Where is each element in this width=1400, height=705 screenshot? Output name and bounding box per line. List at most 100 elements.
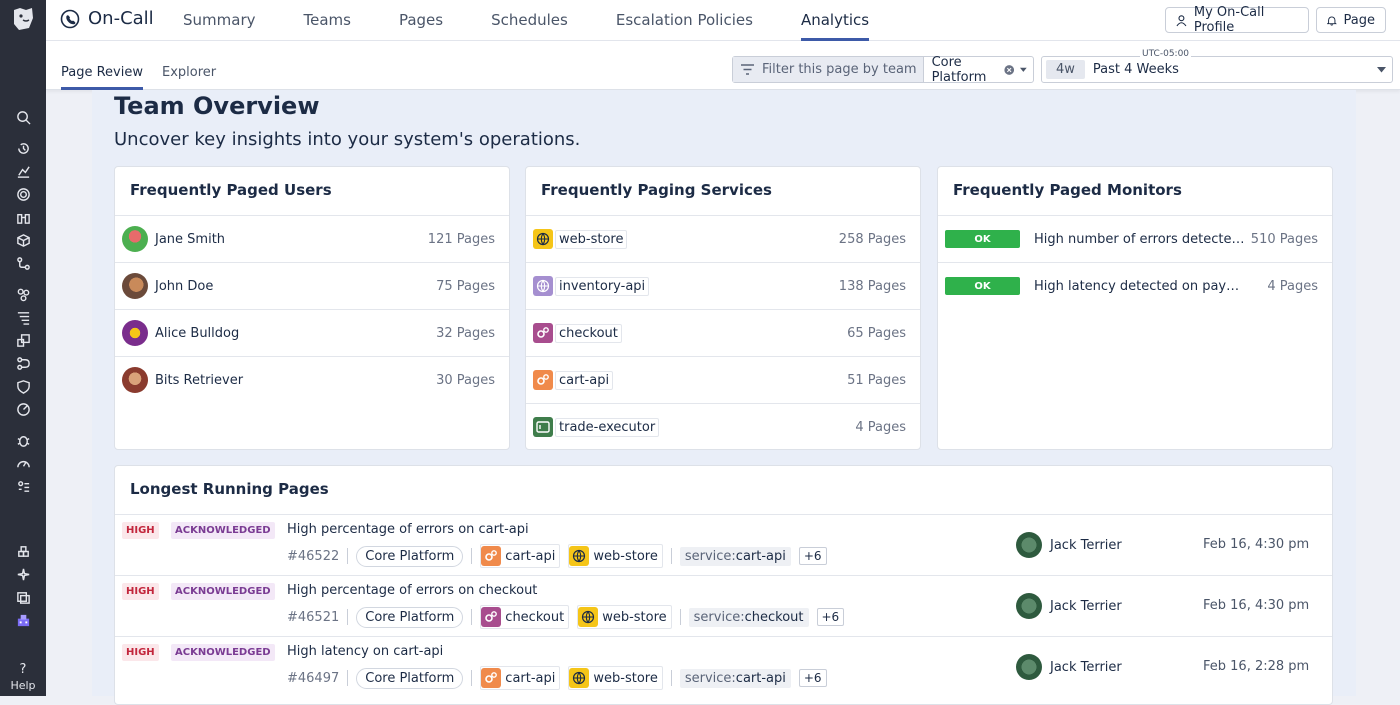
service-name[interactable]: web-store xyxy=(555,229,628,249)
gears-icon xyxy=(481,607,502,627)
service-name: checkout xyxy=(505,609,565,625)
assignee[interactable]: Jack Terrier xyxy=(1016,654,1122,680)
sparkle-icon[interactable] xyxy=(10,564,36,584)
assignee[interactable]: Jack Terrier xyxy=(1016,532,1122,558)
service-tag-chip[interactable]: service:cart-api xyxy=(679,546,791,566)
subtab-explorer[interactable]: Explorer xyxy=(162,65,217,80)
more-tags-button[interactable]: +6 xyxy=(816,608,845,626)
digital-experience-icon[interactable] xyxy=(10,330,36,350)
list-item[interactable]: Bits Retriever 30 Pages xyxy=(115,356,509,403)
filter-value[interactable]: Core Platform xyxy=(924,54,1033,85)
monitor-name[interactable]: High latency detected on payments... xyxy=(1034,278,1246,294)
service-tag[interactable]: cart-api xyxy=(480,544,561,568)
help-button[interactable]: ? Help xyxy=(0,662,46,692)
page-title-link[interactable]: High latency on cart-api xyxy=(287,644,444,659)
bug-icon[interactable] xyxy=(10,430,36,450)
list-item[interactable]: cart-api 51 Pages xyxy=(526,356,920,403)
card-title: Frequently Paged Monitors xyxy=(953,181,1182,199)
service-tag[interactable]: checkout xyxy=(480,605,570,629)
notebooks-icon[interactable] xyxy=(10,587,36,607)
chevron-down-icon[interactable] xyxy=(1020,67,1027,73)
time-range-picker[interactable]: 4w Past 4 Weeks xyxy=(1041,56,1393,83)
security-icon[interactable] xyxy=(10,376,36,396)
user-name: Alice Bulldog xyxy=(155,325,240,341)
table-row[interactable]: HIGH ACKNOWLEDGED High percentage of err… xyxy=(115,514,1332,575)
monitors-icon[interactable] xyxy=(10,184,36,204)
service-tag-chip[interactable]: service:checkout xyxy=(688,607,809,627)
status-badge: OK xyxy=(945,277,1020,295)
clear-icon[interactable] xyxy=(1004,63,1014,77)
tab-escalation-policies[interactable]: Escalation Policies xyxy=(615,11,753,29)
tab-schedules[interactable]: Schedules xyxy=(491,11,568,29)
longest-running-pages-card: Longest Running Pages HIGH ACKNOWLEDGED … xyxy=(114,465,1333,705)
assignee[interactable]: Jack Terrier xyxy=(1016,593,1122,619)
list-item[interactable]: OK High latency detected on payments... … xyxy=(938,262,1332,309)
list-item[interactable]: Alice Bulldog 32 Pages xyxy=(115,309,509,356)
list-item[interactable]: Jane Smith 121 Pages xyxy=(115,215,509,262)
list-item[interactable]: checkout 65 Pages xyxy=(526,309,920,356)
infrastructure-icon[interactable] xyxy=(10,230,36,250)
software-delivery-icon[interactable] xyxy=(10,353,36,373)
service-name[interactable]: trade-executor xyxy=(555,417,660,437)
frequently-paging-services-card: Frequently Paging Services web-store 258… xyxy=(525,166,921,450)
apm-icon[interactable] xyxy=(10,284,36,304)
frequently-paged-monitors-card: Frequently Paged Monitors OK High number… xyxy=(937,166,1333,450)
service-tag[interactable]: web-store xyxy=(577,605,672,629)
team-pill[interactable]: Core Platform xyxy=(356,545,464,567)
tab-summary[interactable]: Summary xyxy=(183,11,256,29)
integrations-icon[interactable] xyxy=(10,253,36,273)
service-mgmt-icon[interactable] xyxy=(10,399,36,419)
list-item[interactable]: OK High number of errors detected on... … xyxy=(938,215,1332,262)
tab-pages[interactable]: Pages xyxy=(398,11,444,29)
watchdog-icon[interactable] xyxy=(10,207,36,227)
more-tags-button[interactable]: +6 xyxy=(798,669,827,687)
avatar xyxy=(1016,593,1042,619)
user-name: Bits Retriever xyxy=(155,372,244,388)
team-pill[interactable]: Core Platform xyxy=(356,667,464,689)
page-count: 510 Pages xyxy=(1250,231,1318,247)
page-button[interactable]: Page xyxy=(1316,7,1386,33)
filter-value-text: Core Platform xyxy=(931,54,987,85)
service-tag[interactable]: web-store xyxy=(568,666,663,690)
more-tags-button[interactable]: +6 xyxy=(798,547,827,565)
page-count: 4 Pages xyxy=(1267,278,1318,294)
subtab-page-review[interactable]: Page Review xyxy=(61,65,143,90)
globe-icon xyxy=(569,668,590,688)
table-row[interactable]: HIGH ACKNOWLEDGED High latency on cart-a… xyxy=(115,636,1332,697)
list-item[interactable]: web-store 258 Pages xyxy=(526,215,920,262)
list-item[interactable]: inventory-api 138 Pages xyxy=(526,262,920,309)
service-name[interactable]: inventory-api xyxy=(555,276,650,296)
list-item[interactable]: trade-executor 4 Pages xyxy=(526,403,920,450)
blocks-icon[interactable] xyxy=(10,541,36,561)
search-icon[interactable] xyxy=(10,107,36,127)
dashboards-icon[interactable] xyxy=(10,161,36,181)
tab-teams[interactable]: Teams xyxy=(303,11,351,29)
list-item[interactable]: John Doe 75 Pages xyxy=(115,262,509,309)
table-row[interactable]: HIGH ACKNOWLEDGED High percentage of err… xyxy=(115,575,1332,636)
service-name: web-store xyxy=(593,548,658,564)
page-title: Team Overview xyxy=(114,92,320,120)
gauge-icon[interactable] xyxy=(10,453,36,473)
user-avatar-icon[interactable] xyxy=(10,610,36,630)
my-on-call-profile-button[interactable]: My On-Call Profile xyxy=(1165,5,1309,35)
tag-key: service: xyxy=(684,670,736,686)
service-tag-chip[interactable]: service:cart-api xyxy=(679,668,791,688)
chevron-down-icon[interactable] xyxy=(1377,66,1386,73)
team-filter[interactable]: Filter this page by team Core Platform xyxy=(732,54,1034,85)
recent-icon[interactable] xyxy=(10,138,36,158)
page-title-link[interactable]: High percentage of errors on cart-api xyxy=(287,522,529,537)
service-name[interactable]: cart-api xyxy=(555,370,614,390)
service-tag[interactable]: cart-api xyxy=(480,666,561,690)
team-pill[interactable]: Core Platform xyxy=(356,606,464,628)
page-title-link[interactable]: High percentage of errors on checkout xyxy=(287,583,538,598)
globe-icon xyxy=(578,607,599,627)
list-icon[interactable] xyxy=(10,476,36,496)
service-name[interactable]: checkout xyxy=(555,323,622,343)
monitor-name[interactable]: High number of errors detected on... xyxy=(1034,231,1246,247)
assignee-name: Jack Terrier xyxy=(1050,598,1122,614)
logs-icon[interactable] xyxy=(10,307,36,327)
service-tag[interactable]: web-store xyxy=(568,544,663,568)
datadog-logo-icon[interactable] xyxy=(8,4,38,34)
tab-analytics[interactable]: Analytics xyxy=(800,0,870,41)
status-badge: ACKNOWLEDGED xyxy=(171,644,275,661)
